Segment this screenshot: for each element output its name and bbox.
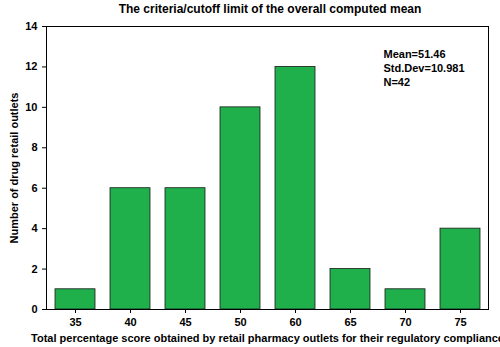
svg-text:35: 35 <box>69 316 81 328</box>
svg-text:Number of drug retail outlets: Number of drug retail outlets <box>8 93 20 244</box>
svg-text:70: 70 <box>399 316 411 328</box>
svg-text:75: 75 <box>454 316 466 328</box>
svg-text:Total percentage score obtaine: Total percentage score obtained by retai… <box>31 332 500 344</box>
svg-text:60: 60 <box>289 316 301 328</box>
svg-text:2: 2 <box>31 263 37 275</box>
svg-text:45: 45 <box>179 316 191 328</box>
svg-text:14: 14 <box>25 20 38 32</box>
svg-text:50: 50 <box>234 316 246 328</box>
svg-text:6: 6 <box>31 182 37 194</box>
svg-text:4: 4 <box>31 222 38 234</box>
svg-text:8: 8 <box>31 141 37 153</box>
svg-text:0: 0 <box>31 303 37 315</box>
svg-text:Mean=51.46Std.Dev=10.981N=42: Mean=51.46Std.Dev=10.981N=42 <box>384 48 465 87</box>
svg-text:40: 40 <box>124 316 136 328</box>
svg-text:12: 12 <box>25 60 37 72</box>
html-text:The criteria/cutoff limit of t: The criteria/cutoff limit of the overall… <box>118 2 422 16</box>
svg-text:10: 10 <box>25 101 37 113</box>
svg-text:65: 65 <box>344 316 356 328</box>
